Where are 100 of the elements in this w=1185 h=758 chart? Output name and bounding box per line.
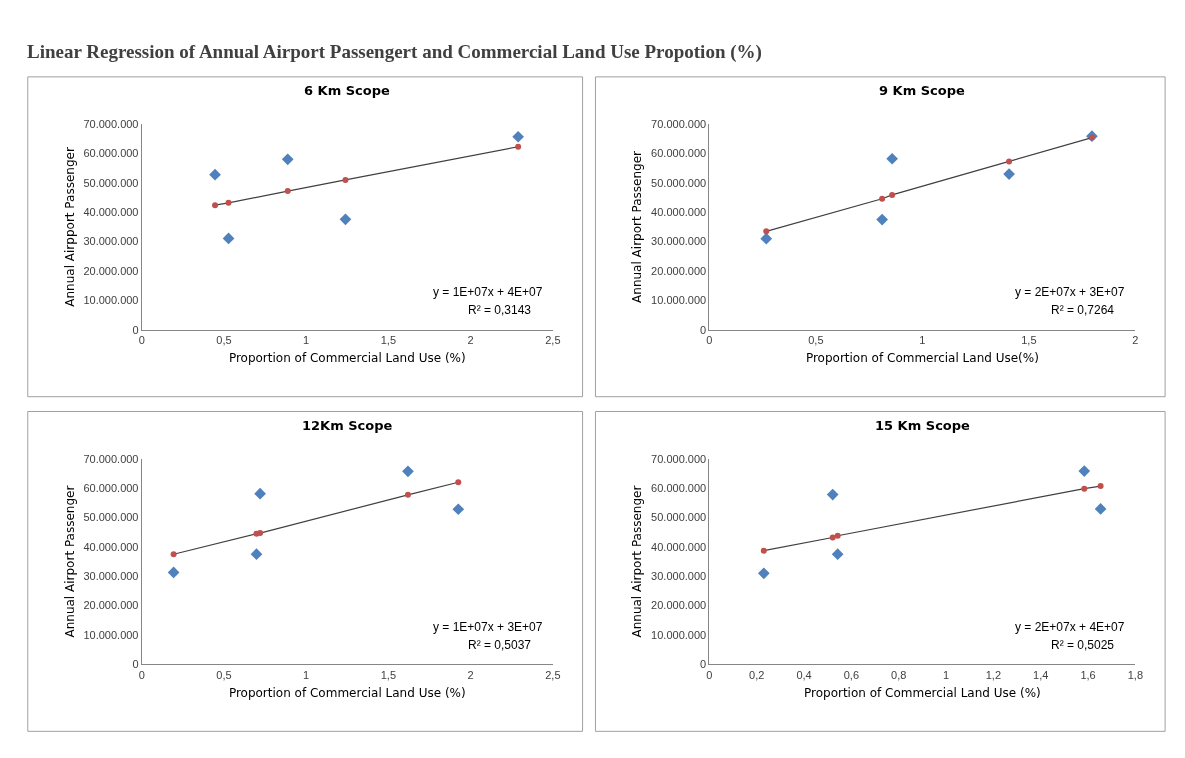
x-tick-label: 2,5: [545, 668, 561, 681]
point: [757, 567, 770, 580]
x-axis-title: Proportion of Commercial Land Use (%): [228, 350, 466, 365]
point: [284, 188, 291, 195]
x-tick-label: 0,5: [216, 668, 232, 681]
y-tick-label: 0: [700, 323, 707, 336]
x-tick-label: 1,4: [1033, 668, 1049, 681]
x-axis-title: Proportion of Commercial Land Use (%): [803, 685, 1041, 700]
point: [876, 213, 888, 226]
x-tick-label: 1: [942, 668, 950, 681]
point: [254, 487, 266, 500]
x-tick-label: 1,5: [380, 668, 397, 681]
y-tick-label: 30.000.000: [83, 235, 139, 248]
y-tick-label: 70.000.000: [651, 452, 707, 465]
y-tick-label: 10.000.000: [83, 628, 139, 641]
chart-title: 15 Km Scope: [875, 418, 971, 433]
y-tick-label: 40.000.000: [651, 206, 707, 219]
annotation: R² = 0,3143: [468, 303, 532, 317]
y-tick-label: 30.000.000: [83, 570, 139, 583]
x-tick-label: 2,5: [545, 333, 561, 346]
annotation: y = 2E+07x + 3E+07: [1015, 285, 1125, 299]
point: [1081, 485, 1088, 492]
x-tick-label: 1,8: [1127, 668, 1144, 681]
annotation: y = 1E+07x + 3E+07: [433, 620, 543, 634]
x-tick-label: 0,2: [749, 668, 765, 681]
y-tick-label: 70.000.000: [83, 117, 139, 130]
point: [212, 202, 219, 209]
y-axis-title: Annual Airport Passenger: [630, 150, 645, 303]
x-tick-label: 0,5: [808, 333, 824, 346]
x-tick-label: 2: [1132, 333, 1139, 346]
y-tick-label: 50.000.000: [83, 176, 139, 189]
point: [209, 168, 221, 181]
y-tick-label: 70.000.000: [83, 452, 139, 465]
point: [1078, 465, 1091, 477]
point: [826, 488, 839, 501]
point: [515, 143, 522, 150]
point: [886, 152, 898, 165]
point: [339, 213, 352, 226]
point: [257, 530, 264, 537]
y-axis-title: Annual Airpport Passenger: [62, 147, 77, 307]
x-tick-label: 0,8: [891, 668, 907, 681]
y-tick-label: 40.000.000: [651, 540, 707, 553]
chart-title: 12Km Scope: [302, 418, 393, 433]
y-tick-label: 30.000.000: [651, 235, 707, 248]
y-tick-label: 10.000.000: [651, 294, 707, 307]
chart-title: 9 Km Scope: [879, 83, 966, 98]
y-tick-label: 20.000.000: [651, 264, 707, 277]
y-tick-label: 30.000.000: [651, 570, 707, 583]
y-tick-label: 10.000.000: [83, 294, 139, 307]
point: [1094, 503, 1107, 515]
point: [452, 503, 465, 516]
annotation: R² = 0,5037: [468, 638, 532, 652]
point: [879, 195, 886, 202]
point: [889, 191, 896, 198]
y-tick-label: 50.000.000: [651, 511, 707, 524]
annotation: R² = 0,5025: [1051, 638, 1115, 652]
annotation: y = 2E+07x + 4E+07: [1015, 620, 1125, 634]
x-tick-label: 0,4: [796, 668, 812, 681]
x-axis-title: Proportion of Commercial Land Use(%): [805, 350, 1039, 365]
y-tick-label: 10.000.000: [651, 628, 707, 641]
y-tick-label: 60.000.000: [83, 481, 139, 494]
y-tick-label: 70.000.000: [651, 117, 707, 130]
point: [170, 551, 177, 558]
point: [512, 130, 524, 143]
y-tick-label: 20.000.000: [83, 599, 139, 612]
y-tick-label: 50.000.000: [83, 511, 139, 524]
point: [250, 548, 263, 561]
point: [763, 228, 770, 235]
y-tick-label: 40.000.000: [83, 540, 139, 553]
annotation: R² = 0,7264: [1051, 303, 1115, 317]
y-tick-label: 0: [700, 658, 707, 671]
x-tick-label: 1: [303, 668, 310, 681]
y-tick-label: 20.000.000: [83, 264, 139, 277]
point: [831, 548, 844, 561]
y-tick-label: 60.000.000: [83, 147, 139, 160]
x-tick-label: 2: [467, 333, 474, 346]
point: [829, 534, 836, 541]
y-axis-title: Annual Airport Passenger: [62, 485, 77, 638]
point: [1006, 158, 1013, 165]
annotation: y = 1E+07x + 4E+07: [433, 285, 543, 299]
point: [760, 547, 767, 554]
y-tick-label: 60.000.000: [651, 147, 707, 160]
x-tick-label: 1: [303, 333, 310, 346]
x-tick-label: 1: [919, 333, 926, 346]
x-axis-title: Proportion of Commercial Land Use (%): [228, 685, 466, 700]
point: [1097, 483, 1104, 490]
x-tick-label: 0,6: [843, 668, 860, 681]
x-tick-label: 0,5: [216, 333, 232, 346]
text: Linear Regression of Annual Airport Passengert and Commercial Land Use Propotion (%): [27, 41, 762, 63]
y-tick-label: 50.000.000: [651, 176, 707, 189]
point: [455, 479, 462, 486]
chart-title: 6 Km Scope: [304, 83, 391, 98]
point: [342, 176, 349, 183]
x-tick-label: 1,5: [1021, 333, 1037, 346]
y-tick-label: 0: [132, 323, 139, 336]
x-tick-label: 1,2: [985, 668, 1002, 681]
point: [834, 532, 841, 539]
point: [402, 465, 414, 478]
x-tick-label: 1,5: [380, 333, 397, 346]
y-tick-label: 20.000.000: [651, 599, 707, 612]
